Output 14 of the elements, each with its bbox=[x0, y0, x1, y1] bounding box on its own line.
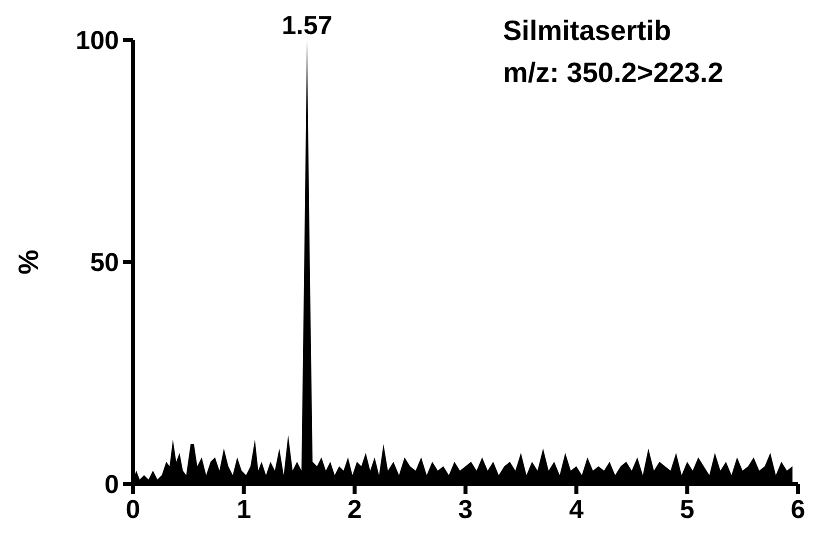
x-tick-label: 6 bbox=[790, 494, 806, 524]
x-tick-label: 0 bbox=[126, 494, 140, 524]
y-tick-label: 100 bbox=[76, 25, 119, 55]
y-tick-label: 0 bbox=[104, 469, 119, 499]
x-tick-label: 5 bbox=[680, 494, 694, 524]
x-tick-label: 3 bbox=[458, 494, 473, 524]
y-axis-title: % bbox=[13, 249, 44, 274]
x-tick-label: 4 bbox=[569, 494, 584, 524]
annotation: 1.57 bbox=[282, 10, 332, 40]
x-tick-label: 1 bbox=[236, 494, 252, 524]
text: m/z: 350.2>223.2 bbox=[503, 57, 724, 88]
chart-title: Silmitasertib bbox=[503, 15, 672, 46]
x-tick-label: 2 bbox=[347, 494, 362, 524]
y-tick-label: 50 bbox=[90, 247, 119, 277]
